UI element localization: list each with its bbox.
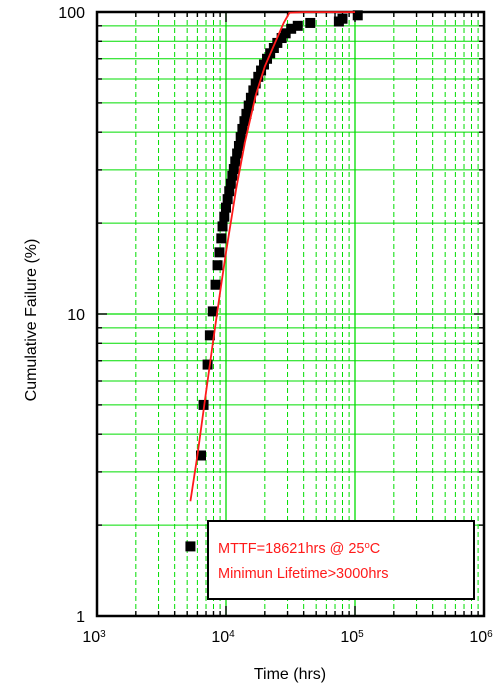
ticks	[96, 11, 485, 617]
fit-line-group	[189, 11, 355, 502]
annotation-line-1-suffix: C	[370, 541, 380, 557]
data-markers	[185, 10, 363, 552]
annotation-frame	[207, 520, 475, 600]
grid	[97, 12, 484, 616]
data-point	[217, 221, 228, 232]
data-point	[225, 178, 236, 189]
data-point	[292, 20, 303, 31]
data-point	[268, 42, 279, 53]
data-point	[256, 65, 267, 76]
data-point	[235, 132, 246, 143]
data-point	[241, 108, 252, 119]
annotation-line-1: MTTF=18621hrs @ 25oC	[218, 540, 380, 558]
data-point	[228, 164, 239, 175]
data-point	[216, 233, 227, 244]
x-axis-title: Time (hrs)	[254, 666, 326, 683]
data-point	[219, 211, 230, 222]
y-tick-labels: 1 10 100	[58, 5, 85, 626]
data-point	[250, 78, 261, 89]
data-point	[239, 116, 250, 127]
data-point	[243, 100, 254, 111]
data-point	[214, 247, 225, 258]
data-point	[253, 71, 264, 82]
y-axis-title: Cumulative Failure (%)	[23, 239, 40, 402]
x-tick-labels: 103 104 105 106	[82, 629, 493, 647]
x-tick-label: 104	[211, 629, 235, 647]
data-point	[245, 92, 256, 103]
data-point	[337, 13, 348, 24]
x-tick-label: 106	[469, 629, 493, 647]
data-point	[305, 17, 316, 28]
data-point	[280, 28, 291, 39]
data-point	[202, 359, 213, 370]
annotation-degree-sup: o	[365, 540, 370, 551]
x-tick-label: 105	[340, 629, 364, 647]
data-point	[204, 330, 215, 341]
data-point	[248, 85, 259, 96]
data-point	[262, 53, 273, 64]
data-point	[232, 148, 243, 159]
data-point	[237, 123, 248, 134]
y-tick-label: 1	[76, 609, 85, 626]
data-point	[258, 59, 269, 70]
data-point	[230, 156, 241, 167]
data-point	[212, 260, 223, 271]
y-tick-label: 100	[58, 5, 85, 22]
data-point	[222, 194, 233, 205]
annotation-line-1-prefix: MTTF=18621hrs @ 25	[218, 541, 365, 557]
data-point	[227, 170, 238, 181]
x-tick-label: 103	[82, 629, 106, 647]
data-point	[286, 23, 297, 34]
y-tick-label: 10	[67, 307, 85, 324]
data-point	[210, 279, 221, 290]
annotation-box: MTTF=18621hrs @ 25oC Minimun Lifetime>30…	[207, 520, 475, 600]
data-point	[224, 186, 235, 197]
data-point	[207, 306, 218, 317]
annotation-line-2: Minimun Lifetime>3000hrs	[218, 566, 388, 582]
data-point	[195, 450, 206, 461]
data-point	[352, 10, 363, 21]
data-point	[221, 202, 231, 213]
data-point	[185, 541, 196, 552]
fit-line	[189, 11, 355, 502]
data-point	[233, 140, 244, 151]
